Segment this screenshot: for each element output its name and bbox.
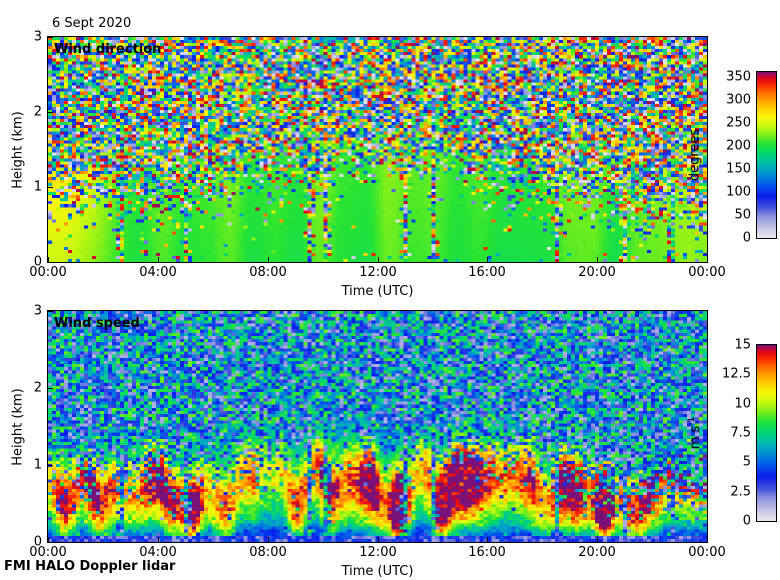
wind-direction-colorbar-tick-3: 150	[726, 161, 751, 177]
wind-direction-colorbar-tick-6: 300	[726, 92, 751, 108]
wind-speed-ytick-mark	[48, 542, 53, 543]
wind-speed-ytick-mark	[48, 465, 53, 466]
wind-speed-xtick-mark	[268, 537, 269, 542]
wind-direction-xtick-mark	[378, 257, 379, 262]
wind-speed-colorbar-tick-4: 10	[734, 396, 751, 412]
wind-direction-colorbar-tick-5: 250	[726, 115, 751, 131]
wind-speed-yaxis-title: Height (km)	[10, 387, 26, 466]
wind-direction-axes-frame	[47, 36, 708, 263]
wind-speed-ytick-mark	[48, 388, 53, 389]
wind-speed-heatmap	[48, 311, 707, 542]
wind-direction-ytick-mark	[48, 37, 53, 38]
wind-direction-xtick-label-4: 16:00	[468, 265, 506, 280]
wind-direction-xtick-label-5: 20:00	[578, 265, 616, 280]
wind-speed-colorbar-tick-3: 7.5	[730, 425, 751, 441]
wind-direction-heatmap	[48, 37, 707, 262]
wind-speed-xtick-label-4: 16:00	[468, 545, 506, 560]
wind-direction-xtick-mark	[48, 257, 49, 262]
wind-direction-xtick-label-2: 08:00	[249, 265, 287, 280]
wind-speed-colorbar-tick-2: 5	[742, 454, 751, 470]
wind-speed-ytick-mark	[48, 311, 53, 312]
wind-speed-colorbar-tick-1: 2.5	[730, 484, 751, 500]
wind-direction-ytick-label-1: 1	[33, 179, 42, 195]
wind-speed-colorbar	[757, 345, 776, 521]
wind-speed-panel-label: Wind speed	[54, 316, 140, 331]
wind-speed-xtick-mark	[597, 537, 598, 542]
wind-direction-xtick-mark	[268, 257, 269, 262]
wind-direction-xtick-mark	[597, 257, 598, 262]
wind-direction-xtick-mark	[158, 257, 159, 262]
wind-speed-xtick-mark	[48, 537, 49, 542]
wind-speed-xtick-label-0: 00:00	[29, 545, 67, 560]
wind-speed-ytick-label-3: 3	[33, 303, 42, 319]
wind-speed-xtick-label-3: 12:00	[359, 545, 397, 560]
wind-speed-xtick-label-2: 08:00	[249, 545, 287, 560]
wind-direction-ytick-mark	[48, 112, 53, 113]
wind-direction-colorbar-tick-2: 100	[726, 184, 751, 200]
wind-direction-xtick-label-6: 00:00	[688, 265, 726, 280]
wind-speed-xtick-mark	[378, 537, 379, 542]
wind-speed-xtick-mark	[158, 537, 159, 542]
wind-direction-xtick-mark	[487, 257, 488, 262]
wind-speed-xtick-mark	[707, 537, 708, 542]
wind-direction-colorbar-tick-0: 0	[742, 230, 751, 246]
wind-direction-colorbar-tick-7: 350	[726, 69, 751, 85]
wind-speed-colorbar-tick-6: 15	[734, 337, 751, 353]
wind-speed-colorbar-frame	[756, 344, 777, 522]
wind-speed-xtick-label-5: 20:00	[578, 545, 616, 560]
wind-direction-xtick-label-0: 00:00	[29, 265, 67, 280]
wind-direction-xtick-label-1: 04:00	[139, 265, 177, 280]
wind-speed-colorbar-title: m s-1	[686, 416, 704, 450]
wind-direction-panel-label: Wind direction	[54, 42, 162, 57]
wind-direction-ytick-label-0: 0	[33, 254, 42, 270]
wind-direction-colorbar	[757, 72, 776, 238]
wind-direction-colorbar-tick-4: 200	[726, 138, 751, 154]
wind-direction-yaxis-title: Height (km)	[10, 110, 26, 189]
wind-speed-xaxis-title: Time (UTC)	[341, 564, 414, 579]
wind-speed-ytick-label-1: 1	[33, 457, 42, 473]
wind-direction-colorbar-frame	[756, 71, 777, 239]
wind-direction-ytick-label-3: 3	[33, 29, 42, 45]
wind-direction-ytick-mark	[48, 187, 53, 188]
wind-speed-colorbar-tick-5: 12.5	[722, 366, 751, 382]
wind-speed-xtick-label-1: 04:00	[139, 545, 177, 560]
wind-direction-xtick-label-3: 12:00	[359, 265, 397, 280]
figure-date-title: 6 Sept 2020	[52, 16, 132, 31]
wind-direction-colorbar-tick-1: 50	[734, 207, 751, 223]
figure-footer-label: FMI HALO Doppler lidar	[4, 559, 176, 574]
wind-direction-ytick-label-2: 2	[33, 104, 42, 120]
wind-speed-xtick-mark	[487, 537, 488, 542]
wind-direction-ytick-mark	[48, 262, 53, 263]
wind-speed-colorbar-tick-0: 0	[742, 513, 751, 529]
wind-speed-ytick-label-2: 2	[33, 380, 42, 396]
wind-direction-xtick-mark	[707, 257, 708, 262]
wind-direction-colorbar-title: degrees	[687, 128, 703, 182]
wind-speed-axes-frame	[47, 310, 708, 543]
wind-direction-xaxis-title: Time (UTC)	[341, 284, 414, 299]
wind-speed-xtick-label-6: 00:00	[688, 545, 726, 560]
wind-speed-ytick-label-0: 0	[33, 534, 42, 550]
